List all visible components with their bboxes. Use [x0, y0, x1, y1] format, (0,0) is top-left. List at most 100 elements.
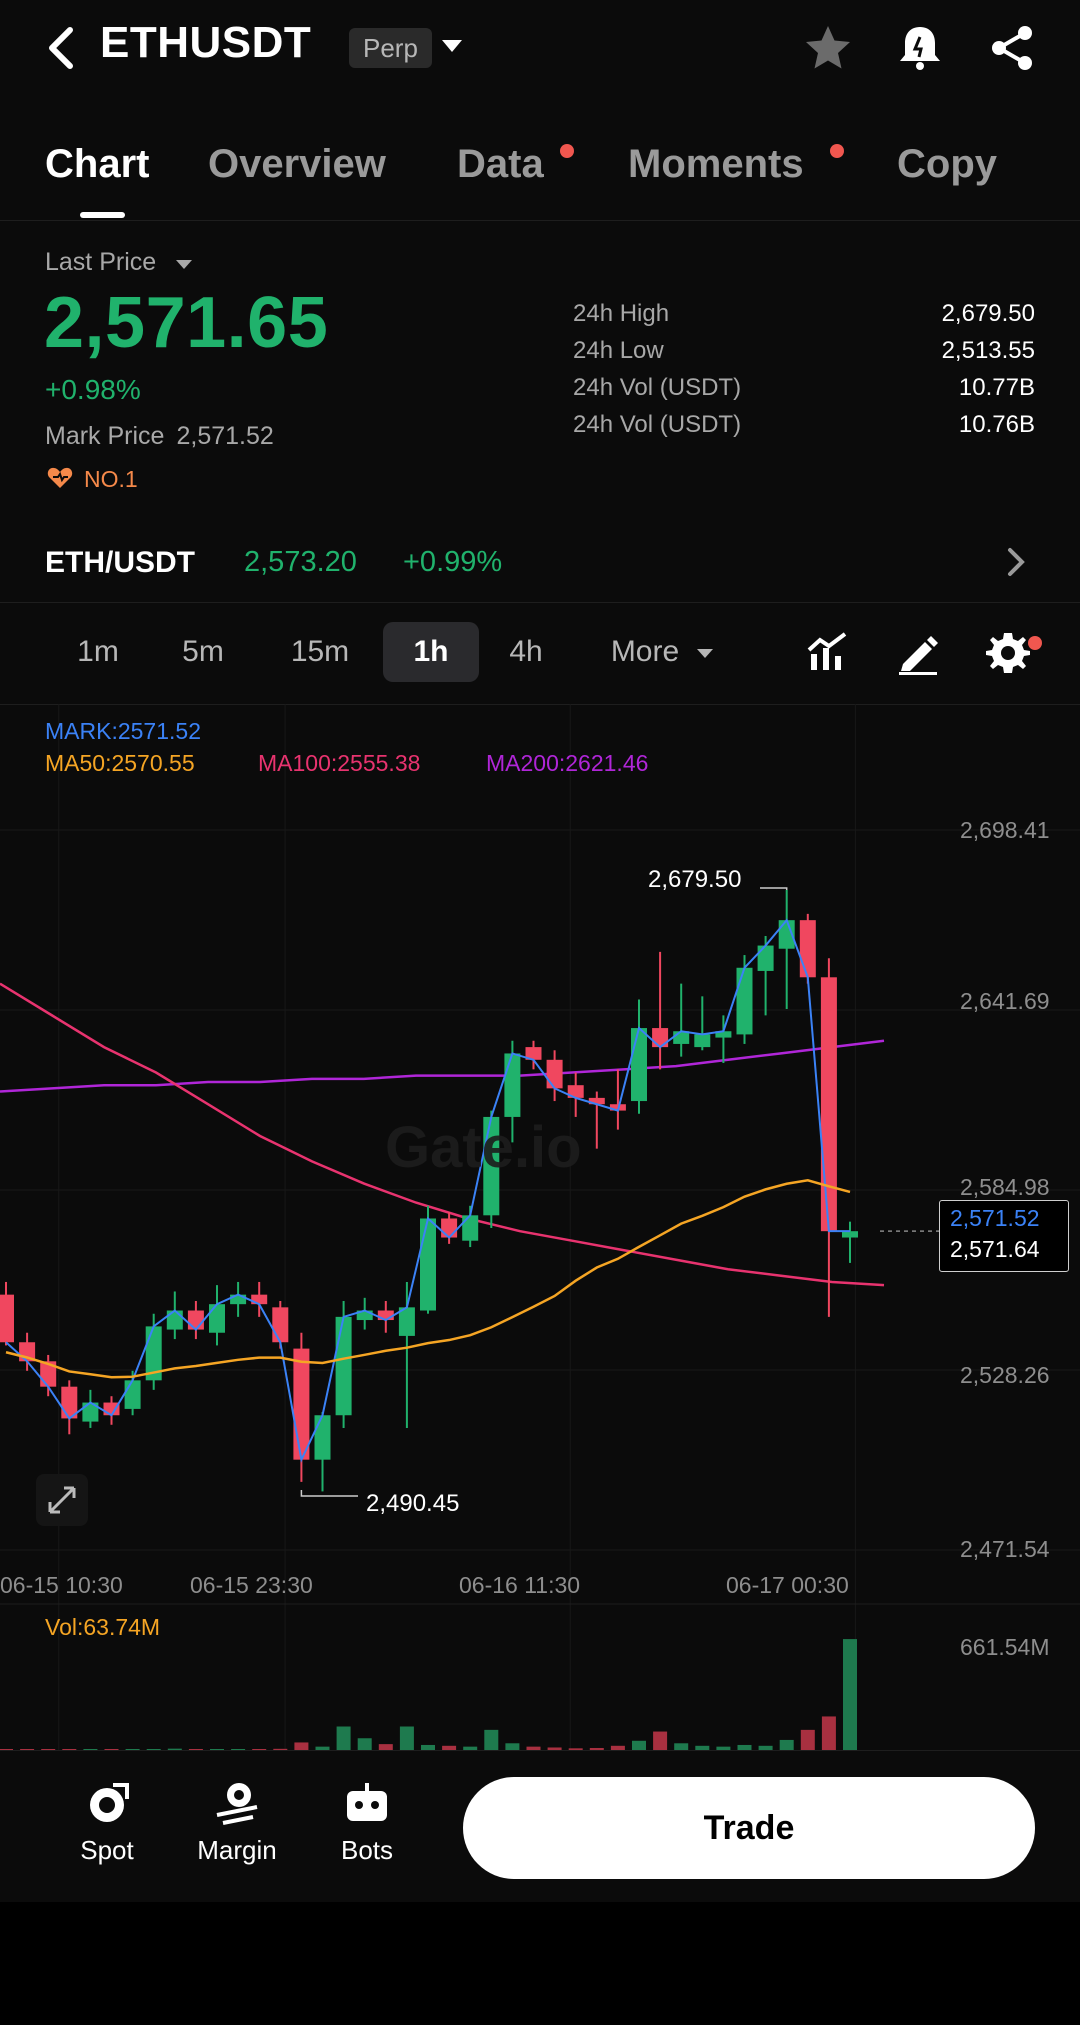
- price-axis-label: 2,698.41: [960, 817, 1050, 843]
- low-leader-line: [300, 1489, 358, 1497]
- trade-button[interactable]: Trade: [463, 1777, 1035, 1879]
- candlestick-chart[interactable]: [0, 704, 1080, 1750]
- mark-price-label: Mark Price: [45, 422, 165, 450]
- stat-row: 24h Vol (USDT) 10.77B: [573, 374, 1035, 411]
- volume-bar: [695, 1745, 710, 1750]
- bots-label: Bots: [340, 1835, 394, 1865]
- candle-body: [546, 1059, 563, 1089]
- stat-value: 2,513.55: [941, 337, 1035, 364]
- mark-price-tag: 2,571.52: [950, 1205, 1040, 1231]
- candle-body: [314, 1415, 331, 1460]
- volume-bar: [378, 1744, 393, 1750]
- volume-bar: [210, 1749, 224, 1750]
- chevron-right-icon[interactable]: [1002, 546, 1030, 578]
- candle-body: [504, 1053, 521, 1117]
- last-price-label[interactable]: Last Price: [45, 248, 157, 276]
- spot-pair-price: 2,573.20: [244, 546, 357, 578]
- price-axis-label: 2,584.98: [960, 1174, 1050, 1200]
- volume-bar: [20, 1749, 35, 1750]
- symbol-title[interactable]: ETHUSDT: [100, 18, 312, 67]
- hot-rank-icon: [47, 467, 73, 488]
- spot-pair-change: +0.99%: [403, 546, 503, 578]
- stat-label: 24h Vol (USDT): [573, 411, 742, 438]
- caret-down-icon[interactable]: [176, 260, 192, 269]
- candle-body: [652, 1028, 669, 1048]
- tab-copy[interactable]: Copy: [897, 142, 997, 186]
- interval-1h[interactable]: 1h: [383, 622, 479, 682]
- volume-bar: [146, 1748, 161, 1750]
- perp-badge: Perp: [349, 28, 432, 68]
- time-axis-label: 06-15 10:30: [0, 1572, 123, 1598]
- candle-body: [145, 1326, 162, 1381]
- volume-bar: [315, 1746, 330, 1750]
- mark-price-line: [5, 918, 850, 1463]
- candle-body: [61, 1386, 78, 1419]
- volume-bar: [674, 1743, 689, 1750]
- tab-data[interactable]: Data: [457, 142, 544, 186]
- candle-body: [293, 1348, 310, 1460]
- time-axis-label: 06-15 23:30: [190, 1572, 313, 1598]
- interval-4h[interactable]: 4h: [509, 635, 543, 668]
- volume-bar: [336, 1726, 351, 1750]
- gear-icon[interactable]: [985, 630, 1031, 676]
- app-screen: ETHUSDT Perp Chart Overview Data Moments…: [0, 0, 1080, 1902]
- high-leader-line: [760, 887, 788, 891]
- tab-data-notification-dot: [560, 144, 574, 158]
- volume-bar: [843, 1639, 857, 1750]
- star-icon[interactable]: [802, 22, 854, 74]
- stat-value: 10.77B: [958, 374, 1035, 401]
- caret-down-icon[interactable]: [442, 40, 462, 52]
- bots-nav-button[interactable]: Bots: [312, 1781, 422, 1866]
- interval-5m[interactable]: 5m: [182, 635, 224, 668]
- mark-price-row: Mark Price 2,571.52: [45, 422, 274, 451]
- candle-body: [398, 1307, 415, 1336]
- candle-body: [631, 1028, 647, 1102]
- mark-price-value: 2,571.52: [176, 422, 274, 450]
- expand-chart-button[interactable]: [36, 1474, 88, 1526]
- margin-nav-button[interactable]: Margin: [182, 1781, 292, 1866]
- tab-chart[interactable]: Chart: [45, 142, 150, 186]
- chevron-back-icon[interactable]: [42, 24, 82, 72]
- stat-row: 24h High 2,679.50: [573, 300, 1035, 337]
- legend-ma200: MA200:2621.46: [486, 750, 649, 776]
- volume-bar: [442, 1745, 457, 1750]
- rank-badge[interactable]: NO.1: [84, 466, 138, 492]
- volume-bar: [737, 1744, 752, 1750]
- volume-bar: [800, 1729, 815, 1750]
- volume-bar: [589, 1747, 604, 1750]
- volume-bar: [357, 1738, 372, 1750]
- margin-icon: [216, 1783, 258, 1825]
- last-price: 2,571.65: [44, 283, 329, 363]
- legend-mark: MARK:2571.52: [45, 718, 201, 744]
- volume-bar: [188, 1749, 203, 1750]
- share-icon[interactable]: [986, 22, 1038, 74]
- bots-icon: [347, 1783, 387, 1821]
- volume-bar: [252, 1749, 267, 1750]
- chart-area[interactable]: MARK:2571.52 MA50:2570.55 MA100:2555.38 …: [0, 704, 1080, 1750]
- candle-body: [757, 945, 774, 971]
- interval-1m[interactable]: 1m: [77, 635, 119, 668]
- spot-pair-name: ETH/USDT: [45, 546, 195, 579]
- candle-body: [209, 1304, 225, 1333]
- volume-bar: [758, 1745, 773, 1750]
- price-tag-box: 2,571.52 2,571.64: [939, 1200, 1069, 1272]
- candle-body: [82, 1402, 99, 1422]
- expand-icon: [48, 1486, 76, 1514]
- interval-more[interactable]: More: [610, 635, 680, 668]
- spot-pair-row[interactable]: ETH/USDT 2,573.20 +0.99%: [0, 532, 1080, 603]
- caret-down-icon: [697, 649, 713, 658]
- tab-moments[interactable]: Moments: [628, 142, 804, 186]
- indicators-icon[interactable]: [805, 630, 851, 676]
- interval-15m[interactable]: 15m: [290, 635, 350, 668]
- price-axis-label: 2,471.54: [960, 1536, 1050, 1562]
- candle-body: [124, 1380, 141, 1409]
- volume-bar: [83, 1749, 98, 1750]
- spot-nav-button[interactable]: Spot: [52, 1781, 162, 1866]
- draw-tool-icon[interactable]: [895, 630, 941, 676]
- ma50-line: [5, 1178, 851, 1379]
- bell-icon[interactable]: [894, 22, 946, 74]
- volume-bar: [547, 1747, 562, 1750]
- candle-body: [820, 977, 837, 1232]
- volume-bar: [41, 1749, 56, 1750]
- tab-overview[interactable]: Overview: [208, 142, 386, 186]
